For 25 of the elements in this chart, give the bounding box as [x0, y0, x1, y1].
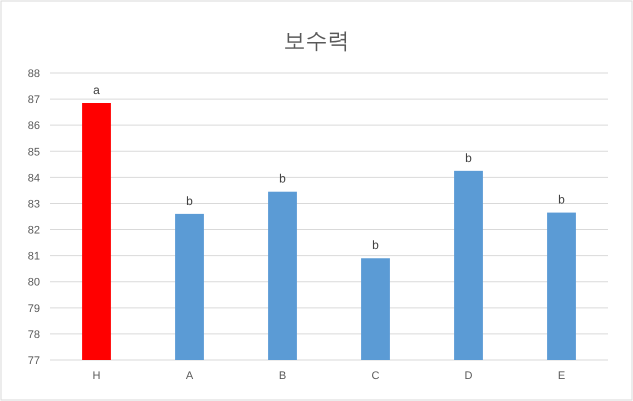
x-tick-label: C [372, 370, 380, 382]
x-tick-label: D [464, 370, 473, 382]
chart-title: 보수력 [284, 28, 350, 53]
annotation: b [372, 238, 380, 252]
annotation: a [93, 83, 100, 98]
annotation: b [465, 150, 472, 165]
annotation: b [279, 172, 286, 186]
x-tick-label: E [558, 370, 566, 382]
y-tick-label: 77 [28, 355, 40, 367]
annotation: b [558, 192, 566, 207]
y-tick-label: 81 [28, 250, 40, 263]
x-tick-label: H [92, 370, 101, 382]
annotation: b [186, 194, 194, 208]
y-tick-label: 88 [28, 68, 40, 80]
x-tick-label: B [278, 370, 286, 382]
x-tick-label: A [186, 370, 194, 382]
y-tick-label: 87 [28, 94, 40, 106]
y-tick-label: 80 [28, 276, 40, 289]
y-tick-label: 84 [28, 172, 40, 184]
y-tick-label: 83 [28, 198, 40, 210]
y-tick-label: 79 [28, 302, 40, 315]
y-tick-label: 82 [28, 224, 40, 237]
y-tick-label: 78 [28, 328, 40, 341]
y-tick-label: 85 [28, 146, 40, 158]
y-tick-label: 86 [28, 120, 40, 132]
